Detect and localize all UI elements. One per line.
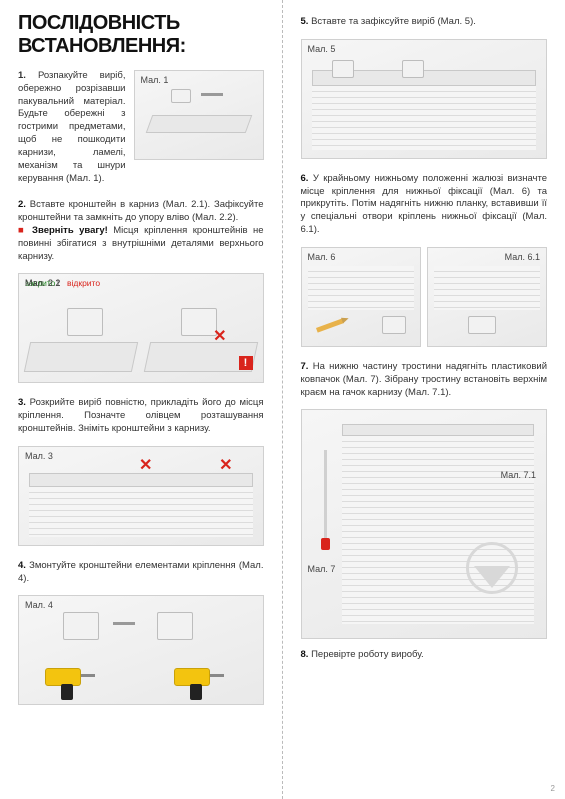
bottom-clip <box>468 316 496 334</box>
warning-label: Зверніть увагу! <box>32 225 108 236</box>
figure-7-label: Мал. 7 <box>308 564 336 574</box>
bracket-sketch <box>332 60 354 78</box>
figure-5: Мал. 5 <box>301 39 548 159</box>
figure-7: Мал. 7.1 Мал. 7 <box>301 409 548 639</box>
step-2-text-a: Вставте кронштейн в карниз (Мал. 2.1). З… <box>18 199 264 223</box>
step-3-number: 3. <box>18 397 26 408</box>
alert-icon: ! <box>239 356 253 370</box>
bottom-clip <box>382 316 406 334</box>
figure-6-label: Мал. 6 <box>308 252 336 262</box>
drill-left <box>39 662 94 700</box>
step-5-number: 5. <box>301 16 309 27</box>
figure-6-1: Мал. 6.1 <box>427 247 547 347</box>
step-1-body: Розпакуйте виріб, обережно розрізавши па… <box>18 70 126 184</box>
step-4-body: Змонтуйте кронштейни елементами кріпленн… <box>18 560 264 584</box>
step-7-body: На нижню частину тростини надягніть плас… <box>301 361 548 398</box>
x-mark-icon: ✕ <box>139 455 152 475</box>
drill-bit-icon <box>81 674 95 677</box>
x-mark-icon: ✕ <box>219 455 232 475</box>
blinds-sketch <box>308 266 414 310</box>
step-8-body: Перевірте роботу виробу. <box>311 649 424 660</box>
bracket-open <box>67 308 103 336</box>
bracket-closed <box>181 308 217 336</box>
step-4: 4. Змонтуйте кронштейни елементами кріпл… <box>18 560 264 586</box>
blinds-sketch <box>342 436 535 624</box>
figure-4-label: Мал. 4 <box>25 600 53 610</box>
step-3: 3. Розкрийте виріб повністю, прикладіть … <box>18 397 264 435</box>
column-right: 5. Вставте та зафіксуйте виріб (Мал. 5).… <box>283 0 565 799</box>
step-7: 7. На нижню частину тростини надягніть п… <box>301 361 548 399</box>
figure-7-1-label: Мал. 7.1 <box>501 470 536 480</box>
figure-5-label: Мал. 5 <box>308 44 336 54</box>
step-6-body: У крайньому нижньому положенні жалюзі ви… <box>301 173 548 235</box>
step-3-body: Розкрийте виріб повністю, прикладіть йог… <box>18 397 264 434</box>
step-2-number: 2. <box>18 199 26 210</box>
blinds-sketch <box>312 86 537 150</box>
step-5: 5. Вставте та зафіксуйте виріб (Мал. 5). <box>301 16 548 29</box>
figure-3: Мал. 3 ✕ ✕ <box>18 446 264 546</box>
screw-sketch <box>201 93 223 96</box>
warning-mark-icon: ■ <box>18 225 27 236</box>
download-arrow-icon <box>474 566 510 588</box>
step-6-number: 6. <box>301 173 309 184</box>
part-sketch <box>171 89 191 103</box>
blinds-sketch <box>434 266 540 310</box>
pencil-icon <box>315 318 343 332</box>
screw-sketch <box>113 622 135 625</box>
rail-sketch <box>145 115 252 133</box>
figure-2-2-label: Мал. 2.2 <box>25 278 257 288</box>
x-mark-icon: ✕ <box>213 326 226 346</box>
step-1-text: 1. Розпакуйте виріб, обережно розрізавши… <box>18 70 126 185</box>
drill-bit-icon <box>210 674 224 677</box>
top-rail <box>342 424 535 436</box>
figure-1-label: Мал. 1 <box>141 75 169 85</box>
main-title: ПОСЛІДОВНІСТЬ ВСТАНОВЛЕННЯ: <box>18 12 264 58</box>
drill-right <box>168 662 223 700</box>
figure-1: Мал. 1 <box>134 70 264 160</box>
drill-handle-icon <box>61 684 73 700</box>
step-8: 8. Перевірте роботу виробу. <box>301 649 548 662</box>
figure-6: Мал. 6 <box>301 247 421 347</box>
figure-3-label: Мал. 3 <box>25 451 53 461</box>
drill-handle-icon <box>190 684 202 700</box>
step-7-number: 7. <box>301 361 309 372</box>
step-8-number: 8. <box>301 649 309 660</box>
bracket-left <box>63 612 99 640</box>
step-2: 2. Вставте кронштейн в карниз (Мал. 2.1)… <box>18 199 264 263</box>
step-5-body: Вставте та зафіксуйте виріб (Мал. 5). <box>311 16 476 27</box>
top-rail <box>29 473 253 487</box>
figure-6-1-label: Мал. 6.1 <box>505 252 540 262</box>
page-container: ПОСЛІДОВНІСТЬ ВСТАНОВЛЕННЯ: 1. Розпакуйт… <box>0 0 565 799</box>
bracket-right <box>157 612 193 640</box>
figure-4: Мал. 4 <box>18 595 264 705</box>
step-1: 1. Розпакуйте виріб, обережно розрізавши… <box>18 70 264 185</box>
page-number: 2 <box>551 784 555 793</box>
bracket-sketch <box>402 60 424 78</box>
figure-2: Мал. 2.1 відкрито закрито Мал. 2.2 ! ✕ <box>18 273 264 383</box>
rail-left <box>24 342 138 372</box>
step-6: 6. У крайньому нижньому положенні жалюзі… <box>301 173 548 237</box>
step-4-number: 4. <box>18 560 26 571</box>
wand-cap-icon <box>321 538 330 550</box>
step-1-number: 1. <box>18 70 26 81</box>
blinds-sketch <box>29 487 253 537</box>
figure-6-pair: Мал. 6 Мал. 6.1 <box>301 247 548 347</box>
column-left: ПОСЛІДОВНІСТЬ ВСТАНОВЛЕННЯ: 1. Розпакуйт… <box>0 0 283 799</box>
wand-icon <box>324 450 327 540</box>
